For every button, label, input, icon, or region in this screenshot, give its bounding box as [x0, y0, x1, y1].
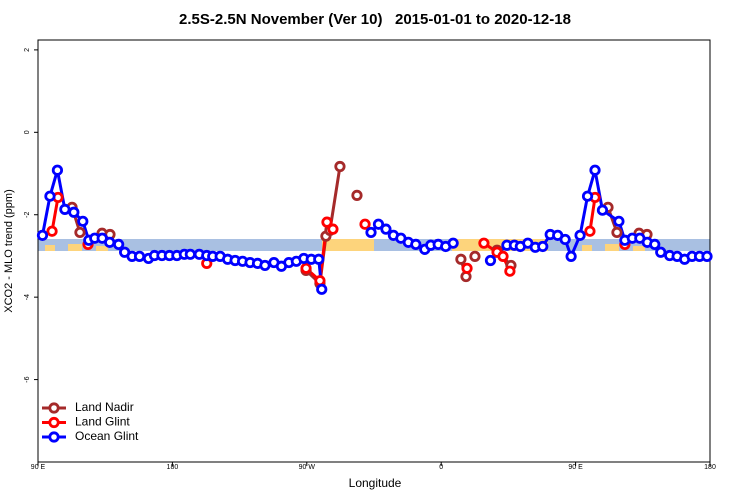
x-tick-label: 90 W	[299, 464, 316, 471]
data-point	[574, 229, 586, 241]
band-land	[582, 245, 592, 251]
data-point	[455, 253, 467, 265]
data-point	[300, 262, 312, 274]
data-point	[497, 250, 509, 262]
data-point	[334, 160, 346, 173]
data-point	[565, 250, 577, 262]
y-axis-label: XCO2 - MLO trend (ppm)	[3, 189, 15, 312]
x-tick-label: 180	[167, 464, 179, 471]
background-band	[38, 239, 710, 251]
band-land	[96, 246, 108, 251]
data-point	[484, 254, 497, 267]
data-point	[314, 275, 326, 287]
data-point	[559, 233, 571, 246]
band-land	[633, 246, 645, 251]
y-tick-label: 2	[24, 48, 31, 52]
x-axis-label: Longitude	[349, 476, 402, 490]
data-point	[44, 190, 56, 202]
data-point	[313, 253, 325, 265]
data-point	[589, 164, 601, 176]
data-point	[321, 216, 333, 228]
x-tick-label: 90 E	[568, 464, 583, 471]
legend-label: Land Glint	[75, 415, 130, 429]
data-point	[611, 226, 623, 239]
data-point	[469, 250, 481, 262]
data-point	[537, 240, 549, 253]
data-point	[655, 246, 667, 258]
data-point	[478, 237, 490, 249]
band-land	[68, 244, 82, 251]
data-point	[74, 226, 86, 239]
data-point	[77, 215, 89, 227]
band-land	[45, 245, 55, 251]
data-point	[447, 237, 459, 249]
legend-marker	[48, 402, 60, 414]
data-point	[59, 203, 71, 215]
data-point	[113, 238, 125, 251]
data-point	[68, 206, 80, 218]
legend-label: Land Nadir	[75, 400, 134, 414]
band-land	[605, 244, 619, 251]
data-point	[613, 215, 625, 227]
y-tick-label: -6	[24, 376, 31, 382]
data-point	[316, 283, 328, 295]
data-point	[649, 238, 661, 251]
y-tick-label: -4	[24, 294, 31, 300]
data-point	[259, 259, 271, 272]
data-point	[36, 229, 49, 241]
chart-title: 2.5S-2.5N November (Ver 10) 2015-01-01 t…	[179, 11, 571, 28]
data-point	[584, 225, 596, 237]
x-tick-label: 0	[439, 464, 443, 471]
legend-label: Ocean Glint	[75, 429, 139, 443]
data-point	[461, 262, 473, 274]
data-point	[359, 218, 371, 230]
data-point	[351, 189, 363, 201]
x-tick-label: 180	[704, 464, 716, 471]
data-point	[380, 223, 392, 235]
data-point	[504, 265, 516, 277]
data-point	[327, 223, 339, 235]
data-point	[104, 236, 116, 248]
data-point	[596, 204, 609, 216]
plot-frame	[37, 39, 711, 463]
band-land	[322, 239, 374, 251]
y-tick-label: 0	[24, 130, 31, 134]
data-point	[46, 225, 58, 237]
data-point	[701, 250, 713, 262]
data-point	[184, 248, 196, 260]
x-tick-label: 90 E	[31, 464, 46, 471]
data-point	[133, 250, 146, 262]
legend-marker	[48, 416, 60, 429]
data-point	[365, 226, 377, 239]
legend-marker	[48, 431, 60, 443]
data-point	[581, 190, 594, 202]
y-tick-label: -2	[24, 212, 31, 218]
data-point	[372, 218, 385, 230]
data-point	[51, 164, 64, 176]
data-point	[410, 238, 422, 251]
